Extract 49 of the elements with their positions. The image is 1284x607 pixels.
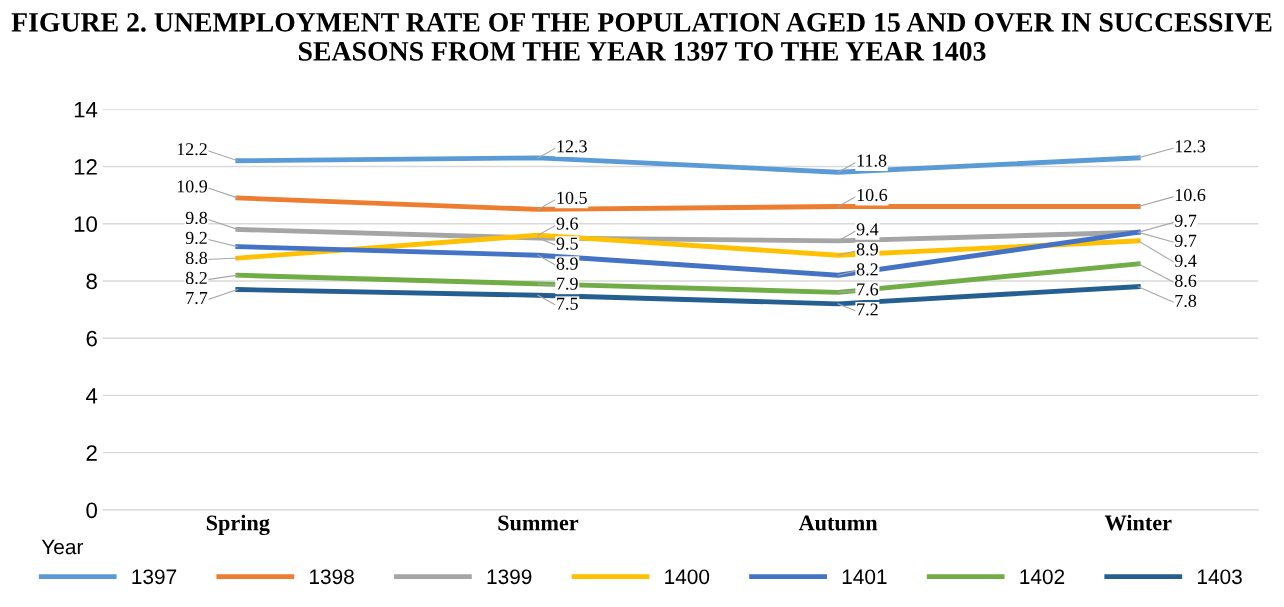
x-tick-label: Spring — [206, 514, 270, 536]
data-label: 9.4 — [1174, 254, 1197, 267]
data-label: 10.5 — [557, 191, 587, 204]
data-label: 7.5 — [557, 297, 578, 310]
data-label: 8.9 — [856, 243, 878, 256]
y-tick-label: 0 — [86, 502, 97, 519]
data-label: 11.8 — [857, 154, 887, 167]
data-label: 10.9 — [177, 180, 208, 193]
x-tick-label: Autumn — [798, 515, 878, 531]
data-label: 12.2 — [177, 143, 207, 156]
data-label: 9.6 — [556, 217, 578, 230]
data-label: 7.7 — [186, 292, 208, 305]
y-tick-label: 14 — [74, 102, 98, 118]
data-label: 8.2 — [185, 271, 207, 285]
data-label: 7.9 — [557, 277, 578, 290]
y-tick-label: 2 — [86, 445, 97, 461]
legend-label: 1398 — [310, 569, 354, 585]
data-label: 9.2 — [185, 231, 207, 245]
chart-title: FIGURE 2. UNEMPLOYMENT RATE OF THE POPULATION AGED 15 AND OVER IN SUCCESSIVE SEASONS FROM THE YEAR 1397 TO THE YEAR 1403 — [11, 13, 1272, 61]
legend-label: 1401 — [842, 569, 887, 585]
data-label: 12.3 — [557, 140, 587, 153]
data-label: 9.7 — [1174, 234, 1197, 247]
y-tick-label: 8 — [86, 273, 97, 290]
legend-label: 1397 — [132, 569, 177, 585]
data-label: 9.5 — [556, 237, 578, 250]
data-label: 12.3 — [1175, 140, 1206, 153]
legend-label: 1403 — [1197, 569, 1242, 585]
data-label: 9.8 — [185, 211, 208, 225]
data-label: 7.8 — [1175, 294, 1197, 308]
data-label: 8.8 — [185, 251, 208, 265]
data-label: 9.7 — [1174, 214, 1197, 227]
data-label: 8.2 — [856, 263, 878, 276]
y-tick-label: 12 — [74, 159, 97, 175]
y-tick-label: 6 — [86, 330, 97, 347]
data-label: 8.9 — [556, 257, 578, 270]
data-label: 7.6 — [857, 283, 879, 296]
y-tick-label: 10 — [74, 216, 97, 232]
legend-label: 1402 — [1020, 569, 1065, 585]
data-label: 9.4 — [856, 223, 879, 236]
data-label: 10.6 — [857, 188, 888, 202]
x-tick-label: Winter — [1104, 514, 1172, 531]
data-label: 7.2 — [857, 303, 878, 316]
x-tick-label: Summer — [498, 515, 579, 531]
legend-label: 1400 — [665, 569, 710, 585]
y-tick-label: 4 — [86, 388, 98, 404]
legend-label: 1399 — [487, 569, 532, 585]
data-label: 10.6 — [1175, 188, 1206, 202]
legend-title: Year — [41, 539, 84, 555]
data-label: 8.6 — [1174, 274, 1197, 287]
